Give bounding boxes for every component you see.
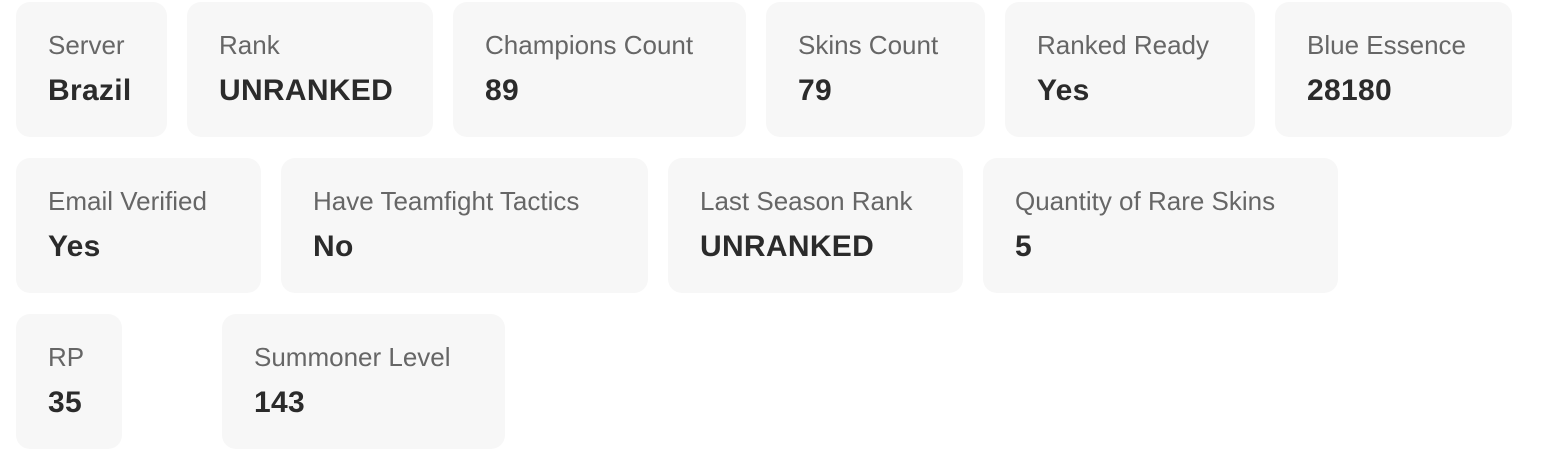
stat-value: Yes bbox=[48, 230, 101, 263]
stat-label: Server bbox=[48, 30, 125, 60]
stat-label: Email Verified bbox=[48, 186, 207, 216]
stat-champions-count: Champions Count 89 bbox=[453, 2, 746, 137]
stat-summoner-level: Summoner Level 143 bbox=[222, 314, 505, 449]
stat-label: Champions Count bbox=[485, 30, 694, 60]
stat-rank: Rank UNRANKED bbox=[187, 2, 433, 137]
stat-value: Brazil bbox=[48, 74, 132, 107]
stat-value: 35 bbox=[48, 386, 82, 419]
stat-last-season-rank: Last Season Rank UNRANKED bbox=[668, 158, 963, 293]
stat-label: Skins Count bbox=[798, 30, 939, 60]
stat-value: 5 bbox=[1015, 230, 1032, 263]
stat-teamfight-tactics: Have Teamfight Tactics No bbox=[281, 158, 648, 293]
stat-email-verified: Email Verified Yes bbox=[16, 158, 261, 293]
stat-value: 28180 bbox=[1307, 74, 1392, 107]
stat-value: 89 bbox=[485, 74, 519, 107]
stat-label: Last Season Rank bbox=[700, 186, 913, 216]
account-stats-grid: Server Brazil Rank UNRANKED Champions Coun… bbox=[16, 2, 1536, 449]
stat-label: Have Teamfight Tactics bbox=[313, 186, 580, 216]
stat-value: Yes bbox=[1037, 74, 1090, 107]
stat-ranked-ready: Ranked Ready Yes bbox=[1005, 2, 1255, 137]
stat-label: RP bbox=[48, 342, 85, 372]
stat-value: No bbox=[313, 230, 354, 263]
stat-value: UNRANKED bbox=[700, 230, 875, 263]
stat-rp: RP 35 bbox=[16, 314, 122, 449]
stat-value: 143 bbox=[254, 386, 305, 419]
stat-rare-skins: Quantity of Rare Skins 5 bbox=[983, 158, 1338, 293]
stat-blue-essence: Blue Essence 28180 bbox=[1275, 2, 1512, 137]
stat-value: 79 bbox=[798, 74, 832, 107]
stat-value: UNRANKED bbox=[219, 74, 394, 107]
stat-label: Rank bbox=[219, 30, 280, 60]
stat-label: Quantity of Rare Skins bbox=[1015, 186, 1276, 216]
stat-skins-count: Skins Count 79 bbox=[766, 2, 985, 137]
stat-server: Server Brazil bbox=[16, 2, 167, 137]
stat-label: Ranked Ready bbox=[1037, 30, 1209, 60]
stat-label: Blue Essence bbox=[1307, 30, 1466, 60]
stat-label: Summoner Level bbox=[254, 342, 451, 372]
